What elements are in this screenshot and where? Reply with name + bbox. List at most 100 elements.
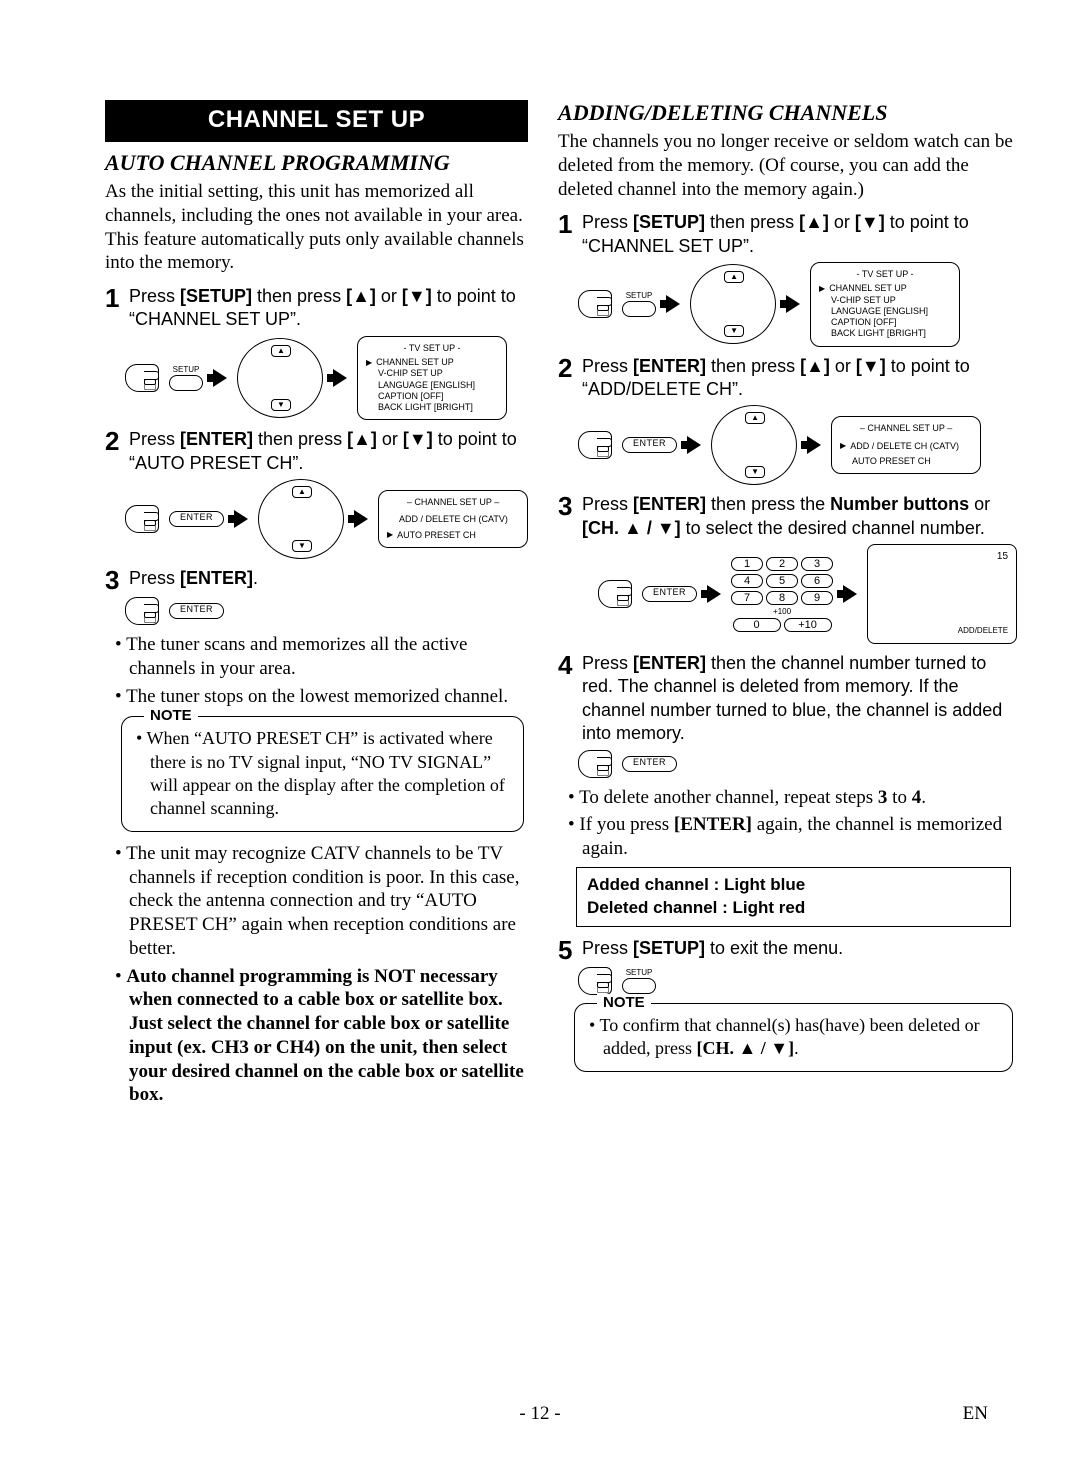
step-text: Press [SETUP] to exit the menu. xyxy=(582,937,843,960)
right-subhead: ADDING/DELETING CHANNELS xyxy=(558,100,1017,126)
t: Press xyxy=(582,212,633,232)
t: Press xyxy=(582,356,633,376)
note-label: NOTE xyxy=(144,707,198,724)
bold: [SETUP] xyxy=(633,212,705,232)
bullet: To delete another channel, repeat steps … xyxy=(582,786,1017,810)
left-step-3: 3 Press [ENTER]. xyxy=(105,567,528,593)
left-step1-diagram: SETUP ▲ ▼ - TV SET UP - ▶CHANNEL SET UP … xyxy=(125,336,528,421)
enter-button-icon: ENTER xyxy=(169,511,224,527)
down-icon: ▼ xyxy=(745,466,765,478)
t: or xyxy=(377,429,403,449)
arrow-icon xyxy=(786,295,800,313)
pointer-icon: ▶ xyxy=(840,441,846,451)
step-number: 3 xyxy=(558,493,576,519)
label: SETUP xyxy=(173,365,200,374)
menu-title: - TV SET UP - xyxy=(819,269,951,280)
label: SETUP xyxy=(626,968,653,977)
bold: [▼] xyxy=(856,356,886,376)
channel-screen: 15 ADD/DELETE xyxy=(867,544,1017,644)
t: then press xyxy=(253,429,347,449)
step-number: 1 xyxy=(105,285,123,311)
t: Press xyxy=(129,286,180,306)
left-bullets-b: The unit may recognize CATV channels to … xyxy=(129,842,528,1107)
t: To delete another channel, repeat steps xyxy=(579,787,878,808)
menu-item: V-CHIP SET UP xyxy=(831,295,896,306)
right-step5-diagram: SETUP xyxy=(578,967,1017,995)
t: . xyxy=(921,787,926,808)
menu-item: CAPTION [OFF] xyxy=(378,391,444,402)
menu-item: LANGUAGE [ENGLISH] xyxy=(378,380,475,391)
step-text: Press [ENTER] then press the Number butt… xyxy=(582,493,1017,540)
tv-setup-menu: - TV SET UP - ▶CHANNEL SET UP V-CHIP SET… xyxy=(357,336,507,421)
step-number: 2 xyxy=(558,355,576,381)
menu-item: AUTO PRESET CH xyxy=(397,530,476,541)
dpad-icon: ▲ ▼ xyxy=(690,264,776,344)
right-column: ADDING/DELETING CHANNELS The channels yo… xyxy=(558,100,1017,1113)
bold: [ENTER] xyxy=(180,429,253,449)
add-delete-label: ADD/DELETE xyxy=(958,626,1008,635)
step-text: Press [ENTER] then press [▲] or [▼] to p… xyxy=(582,355,1017,402)
hand-icon xyxy=(578,750,612,778)
t: When “AUTO PRESET CH” is activated where… xyxy=(146,728,504,818)
bullet: The tuner scans and memorizes all the ac… xyxy=(129,633,528,681)
setup-button-icon: SETUP xyxy=(622,291,656,317)
pointer-icon: ▶ xyxy=(366,358,372,368)
key: +10 xyxy=(784,618,832,632)
left-step-1: 1 Press [SETUP] then press [▲] or [▼] to… xyxy=(105,285,528,332)
t: or xyxy=(829,212,855,232)
t: or xyxy=(830,356,856,376)
right-step-4: 4 Press [ENTER] then the channel number … xyxy=(558,652,1017,746)
right-step-2: 2 Press [ENTER] then press [▲] or [▼] to… xyxy=(558,355,1017,402)
step-number: 3 xyxy=(105,567,123,593)
arrow-icon xyxy=(666,295,680,313)
channel-setup-menu: – CHANNEL SET UP – ▶ADD / DELETE CH (CAT… xyxy=(831,416,981,474)
tv-setup-menu: - TV SET UP - ▶CHANNEL SET UP V-CHIP SET… xyxy=(810,262,960,347)
right-note: NOTE To confirm that channel(s) has(have… xyxy=(574,1003,1013,1072)
key: 4 xyxy=(731,574,763,588)
bold: [ENTER] xyxy=(633,653,706,673)
t: Press xyxy=(582,938,633,958)
bold: [SETUP] xyxy=(180,286,252,306)
legend-box: Added channel : Light blue Deleted chann… xyxy=(576,867,1011,927)
bold: [▼] xyxy=(402,286,432,306)
bold: [▲] xyxy=(800,356,830,376)
t: . xyxy=(253,568,258,588)
right-step-5: 5 Press [SETUP] to exit the menu. xyxy=(558,937,1017,963)
channel-number: 15 xyxy=(997,551,1008,562)
hand-icon xyxy=(578,431,612,459)
down-icon: ▼ xyxy=(724,325,744,337)
arrow-icon xyxy=(213,369,227,387)
arrow-icon xyxy=(707,585,721,603)
right-step3-diagram: ENTER 1 2 3 4 5 6 7 8 9 +100 0 +10 xyxy=(598,544,1017,644)
arrow-icon xyxy=(354,510,368,528)
label: SETUP xyxy=(626,291,653,300)
bold: 4 xyxy=(912,787,922,808)
t: then press xyxy=(705,212,799,232)
arrow-icon xyxy=(843,585,857,603)
bold: [CH. ▲ / ▼] xyxy=(697,1038,795,1058)
right-intro: The channels you no longer receive or se… xyxy=(558,130,1017,201)
bold: [ENTER] xyxy=(633,356,706,376)
menu-item: V-CHIP SET UP xyxy=(378,368,443,379)
pill xyxy=(622,301,656,317)
left-step3-diagram: ENTER xyxy=(125,597,528,625)
t: . xyxy=(794,1038,799,1058)
key: 0 xyxy=(733,618,781,632)
t: Press xyxy=(582,653,633,673)
step-text: Press [SETUP] then press [▲] or [▼] to p… xyxy=(129,285,528,332)
menu-item: BACK LIGHT [BRIGHT] xyxy=(831,328,926,339)
bullet: If you press [ENTER] again, the channel … xyxy=(582,813,1017,861)
menu-item: CHANNEL SET UP xyxy=(376,357,454,368)
t: to xyxy=(887,787,911,808)
t: then press the xyxy=(706,494,830,514)
menu-item: LANGUAGE [ENGLISH] xyxy=(831,306,928,317)
bold: [CH. ▲ / ▼] xyxy=(582,518,681,538)
menu-item: AUTO PRESET CH xyxy=(852,456,931,467)
right-step2-diagram: ENTER ▲ ▼ – CHANNEL SET UP – ▶ADD / DELE… xyxy=(578,405,1017,485)
dpad-icon: ▲ ▼ xyxy=(258,479,344,559)
dpad-icon: ▲ ▼ xyxy=(237,338,323,418)
t: If you press xyxy=(579,814,673,835)
page-number: - 12 - xyxy=(0,1403,1080,1425)
menu-item: ADD / DELETE CH (CATV) xyxy=(399,514,508,525)
legend-added: Added channel : Light blue xyxy=(587,874,1000,897)
